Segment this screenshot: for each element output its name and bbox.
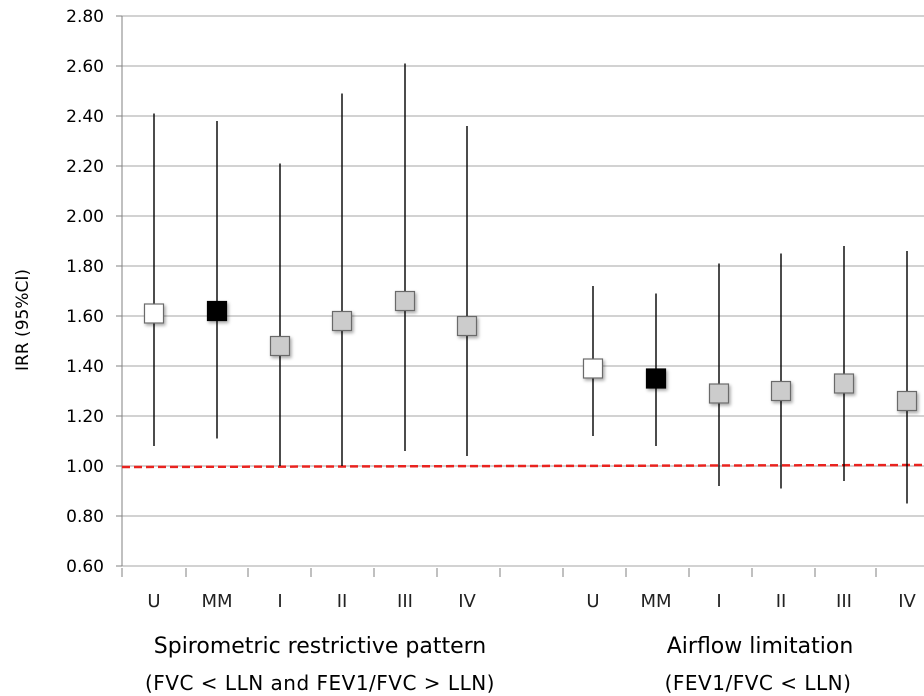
y-tick-label: 2.20 <box>66 157 104 177</box>
estimate-marker <box>896 390 918 412</box>
estimate-marker <box>331 310 353 332</box>
x-tick-label: III <box>836 591 852 612</box>
estimate-marker <box>269 335 291 357</box>
x-tick-label: U <box>586 591 599 612</box>
x-tick-label: II <box>776 591 787 612</box>
y-tick-label: 1.00 <box>66 457 104 477</box>
x-tick-label: MM <box>640 591 671 612</box>
group-subtitle-airflow: (FEV1/FVC < LLN) <box>665 671 852 695</box>
x-tick-label: MM <box>201 591 232 612</box>
x-tick-label: IV <box>458 591 476 612</box>
estimate-marker <box>708 383 730 404</box>
x-tick-label: III <box>397 591 413 612</box>
y-tick-label: 2.80 <box>66 7 104 27</box>
reference-line <box>121 463 924 469</box>
y-tick-label: 2.00 <box>66 207 104 227</box>
y-tick-label: 2.40 <box>66 107 104 127</box>
estimate-marker <box>582 358 604 379</box>
y-tick-label: 2.60 <box>66 57 104 77</box>
y-tick-label: 1.80 <box>66 257 104 277</box>
estimate-marker <box>770 380 792 402</box>
group-title-airflow: Airflow limitation <box>667 634 854 659</box>
x-tick-label: IV <box>898 591 916 612</box>
x-tick-label: I <box>277 591 282 612</box>
x-tick-label: U <box>147 591 160 612</box>
y-axis-label: IRR (95%CI) <box>13 269 33 371</box>
y-tick-label: 1.40 <box>66 357 104 377</box>
y-tick-label: 1.60 <box>66 307 104 327</box>
estimate-marker <box>143 303 165 324</box>
group-title-restrictive: Spirometric restrictive pattern <box>154 634 486 659</box>
y-tick-label: 0.80 <box>66 507 104 527</box>
y-tick-label: 1.20 <box>66 407 104 427</box>
y-tick-label: 0.60 <box>66 557 104 577</box>
estimate-marker <box>456 315 478 337</box>
estimate-marker <box>645 368 667 389</box>
estimate-marker <box>206 300 228 322</box>
estimate-marker <box>833 373 855 394</box>
group-subtitle-restrictive: (FVC < LLN and FEV1/FVC > LLN) <box>145 671 495 695</box>
estimate-marker <box>394 290 416 312</box>
x-tick-label: II <box>337 591 348 612</box>
x-tick-label: I <box>716 591 721 612</box>
